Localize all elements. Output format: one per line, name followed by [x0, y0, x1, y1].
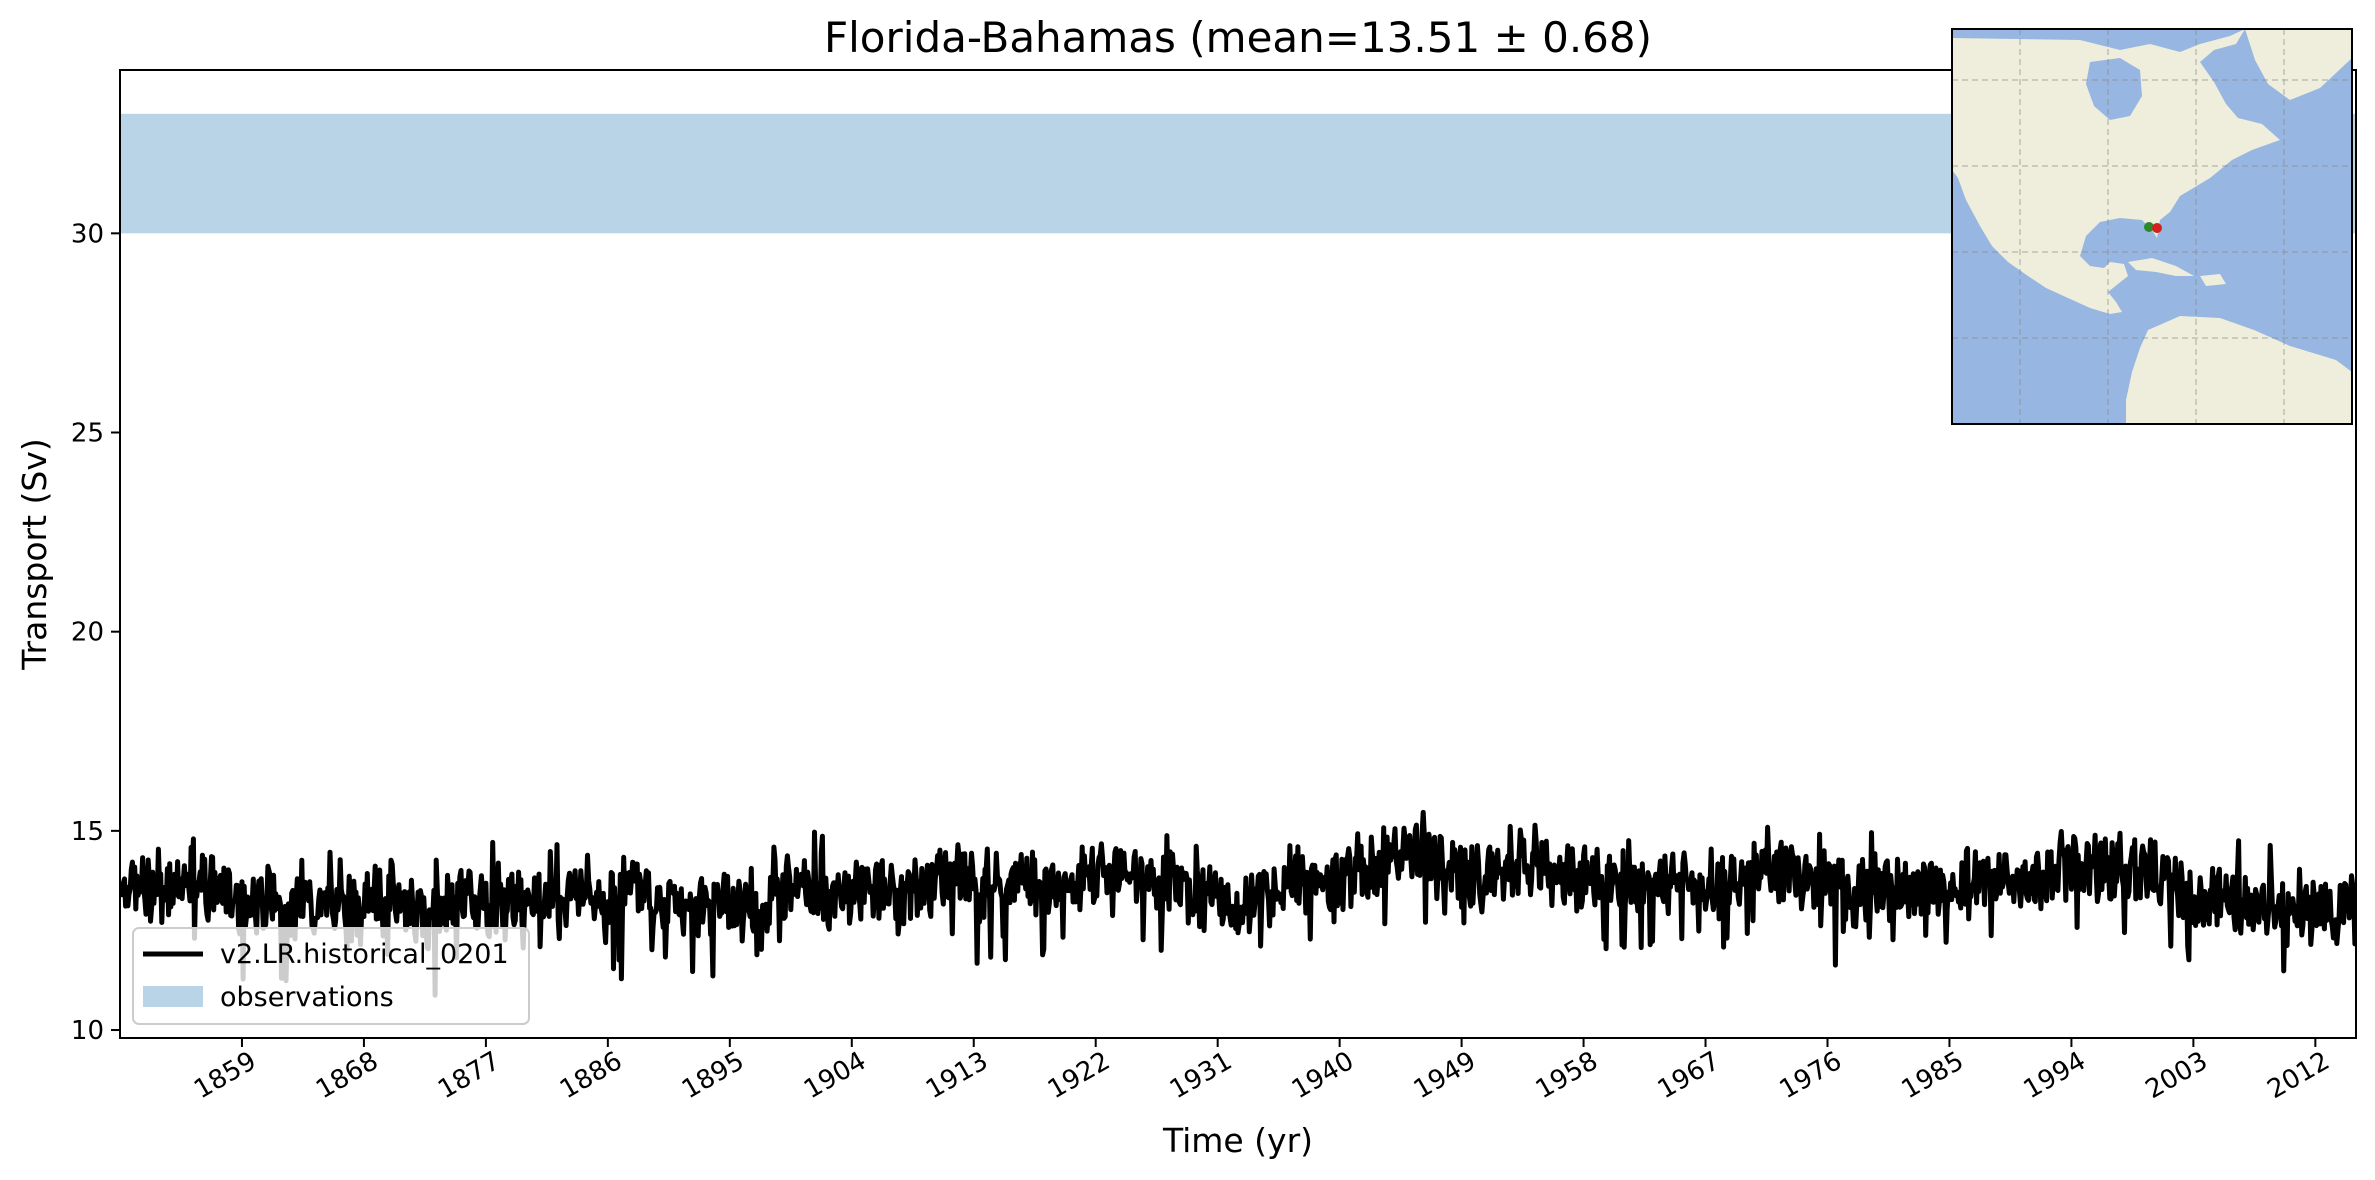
map-hudson-bay	[2086, 58, 2142, 120]
inset-map	[1951, 28, 2353, 425]
map-hispaniola	[2200, 274, 2226, 286]
map-gridlines	[1952, 29, 2352, 424]
plot-frame	[119, 69, 2357, 1039]
y-tick-label: 20	[71, 618, 104, 648]
y-tick-label: 10	[71, 1016, 104, 1046]
inset-map-frame	[1951, 28, 2353, 425]
series-line-v2-lr-historical-0201	[120, 809, 2356, 998]
y-tick-label: 25	[71, 419, 104, 449]
legend: v2.LR.historical_0201 observations	[132, 927, 530, 1025]
legend-box	[132, 927, 530, 1025]
map-marker-end	[2152, 223, 2162, 233]
legend-label-series: v2.LR.historical_0201	[220, 939, 509, 970]
map-north-america	[1952, 29, 2280, 314]
y-axis-label: Transport (Sv)	[15, 438, 54, 671]
y-axis-ticks: 10 15 20 25 30	[71, 219, 120, 1046]
y-tick-label: 15	[71, 817, 104, 847]
map-greenland	[2245, 29, 2352, 100]
legend-label-observations: observations	[220, 982, 394, 1013]
map-marker-start	[2144, 222, 2154, 232]
x-axis-label: Time (yr)	[1162, 1121, 1313, 1160]
chart-title: Florida-Bahamas (mean=13.51 ± 0.68)	[824, 13, 1652, 62]
map-arctic-water	[1952, 29, 2245, 52]
y-tick-label: 30	[71, 219, 104, 249]
map-cuba	[2128, 258, 2194, 276]
legend-swatch-observations	[143, 986, 203, 1007]
map-south-america	[2126, 316, 2352, 424]
